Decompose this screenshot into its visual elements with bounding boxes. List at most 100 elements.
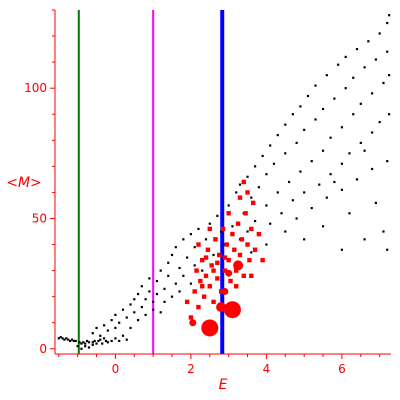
- x-tick-label: 2: [187, 362, 195, 376]
- data-point: [363, 238, 366, 241]
- data-point: [241, 273, 246, 279]
- data-point: [253, 219, 257, 223]
- data-point: [192, 289, 197, 294]
- data-point: [178, 266, 181, 270]
- data-point: [170, 253, 174, 257]
- data-point: [99, 338, 102, 341]
- data-point: [93, 339, 96, 343]
- data-point: [136, 292, 140, 296]
- data-point: [211, 299, 216, 305]
- data-point: [314, 84, 317, 87]
- large-data-point: [233, 260, 244, 271]
- data-point: [189, 282, 193, 285]
- data-point: [284, 152, 287, 155]
- data-point: [250, 251, 253, 254]
- data-point: [204, 238, 208, 241]
- data-point: [249, 226, 254, 232]
- large-data-point: [201, 319, 219, 337]
- data-point: [84, 342, 87, 345]
- data-point: [163, 287, 166, 290]
- data-point: [65, 337, 68, 340]
- data-point: [102, 324, 106, 327]
- data-point: [388, 113, 391, 116]
- data-point: [198, 278, 203, 284]
- data-point: [314, 118, 317, 121]
- large-data-point: [216, 302, 227, 313]
- large-markers-layer: [189, 260, 244, 337]
- data-point: [348, 212, 351, 215]
- data-point: [148, 290, 151, 293]
- data-point: [276, 133, 279, 137]
- data-point: [91, 341, 94, 344]
- data-point: [340, 126, 344, 129]
- data-point: [110, 319, 113, 322]
- data-point: [257, 186, 260, 189]
- data-point: [382, 230, 385, 233]
- data-point: [85, 339, 89, 343]
- data-point: [355, 178, 359, 181]
- data-point: [80, 342, 83, 345]
- data-point: [256, 231, 262, 237]
- data-point: [78, 341, 81, 344]
- data-point: [227, 204, 230, 207]
- data-point: [382, 81, 385, 85]
- x-tick-label: 4: [263, 362, 271, 376]
- data-point: [245, 190, 250, 195]
- data-point: [196, 304, 201, 310]
- data-point: [152, 308, 155, 311]
- data-point: [388, 14, 391, 17]
- data-point: [386, 160, 389, 163]
- data-point: [106, 329, 109, 332]
- data-point: [87, 346, 91, 349]
- data-point: [226, 257, 231, 263]
- data-point: [69, 339, 72, 343]
- data-point: [207, 226, 212, 232]
- data-point: [265, 173, 268, 176]
- data-point: [178, 290, 181, 293]
- red-points-layer: [184, 179, 265, 320]
- data-point: [193, 264, 196, 267]
- data-point: [237, 195, 243, 200]
- data-point: [167, 261, 170, 264]
- data-point: [371, 92, 374, 95]
- data-point: [91, 343, 94, 346]
- y-tick-label: 0: [39, 342, 47, 356]
- data-point: [188, 315, 194, 320]
- data-point: [359, 141, 362, 145]
- data-point: [374, 201, 377, 204]
- data-point: [102, 337, 106, 340]
- data-point: [67, 338, 70, 341]
- data-point: [321, 107, 325, 111]
- data-point: [144, 313, 147, 317]
- data-point: [215, 276, 220, 281]
- data-point: [269, 144, 272, 147]
- data-point: [329, 173, 332, 176]
- data-point: [114, 313, 117, 317]
- data-point: [97, 339, 100, 343]
- data-point: [200, 257, 205, 263]
- data-point: [352, 113, 355, 116]
- data-point: [230, 231, 235, 237]
- y-axis-label: <M>: [6, 175, 42, 191]
- data-point: [114, 326, 117, 330]
- data-point: [252, 247, 258, 252]
- data-point: [63, 338, 66, 341]
- data-point: [340, 188, 344, 191]
- data-point: [200, 284, 205, 289]
- data-point: [159, 311, 162, 314]
- data-point: [110, 339, 113, 343]
- data-point: [70, 338, 74, 341]
- x-ticks: 0 2 4 6: [58, 354, 381, 376]
- data-point: [321, 225, 325, 228]
- data-point: [352, 76, 355, 79]
- data-point: [371, 131, 374, 134]
- data-point: [72, 339, 75, 343]
- data-point: [140, 285, 143, 288]
- data-point: [87, 341, 91, 344]
- data-point: [80, 347, 83, 350]
- data-point: [74, 339, 77, 343]
- data-point: [231, 225, 234, 228]
- data-point: [159, 269, 162, 272]
- y-ticks: 0 50 100: [24, 9, 55, 356]
- data-point: [104, 339, 108, 343]
